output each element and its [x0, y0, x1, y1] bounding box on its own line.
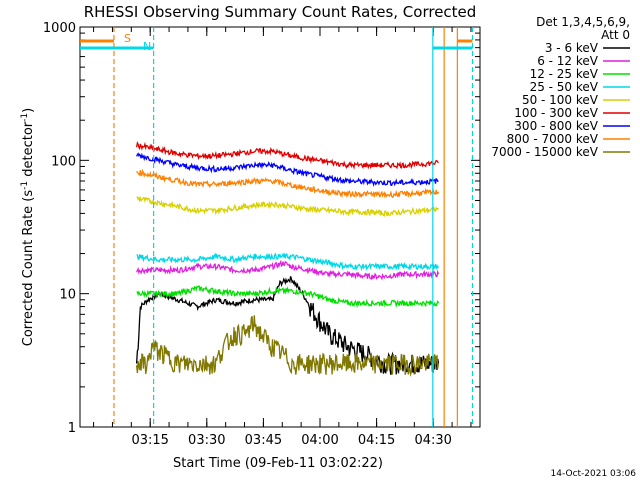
- y-axis-label-main: Corrected Count Rate (s: [21, 190, 36, 347]
- axis-ticks: [80, 26, 480, 428]
- series-line-2: [136, 285, 440, 309]
- flag-n-label: N: [143, 40, 151, 53]
- x-tick-label: 04:00: [301, 433, 338, 448]
- legend-label-6: 300 - 800 keV: [514, 119, 598, 133]
- y-tick-label: 100: [51, 154, 76, 169]
- y-axis-label: Corrected Count Rate (s-1 detector-1): [20, 108, 36, 346]
- tick-labels: 1 10 100 1000 03:15 03:30 03:45 04:00 04:15 04:30: [43, 21, 452, 448]
- y-axis-label-end: ): [21, 108, 36, 113]
- flag-s-label: S: [124, 32, 131, 45]
- legend-header-2: Att 0: [601, 28, 630, 42]
- y-axis-label-sup2: -1: [20, 113, 30, 122]
- series-line-3: [136, 252, 440, 272]
- series-layer: [135, 140, 440, 377]
- y-tick-label: 1000: [43, 21, 76, 36]
- series-line-1: [136, 259, 440, 281]
- chart-title: RHESSI Observing Summary Count Rates, Co…: [84, 3, 477, 21]
- legend-label-3: 25 - 50 keV: [530, 80, 599, 94]
- series-line-7: [136, 168, 440, 199]
- legend-label-7: 800 - 7000 keV: [507, 132, 599, 146]
- x-axis-label: Start Time (09-Feb-11 03:02:22): [173, 456, 383, 471]
- series-line-8: [135, 315, 440, 377]
- y-axis-label-sup1: -1: [20, 181, 30, 190]
- legend-label-2: 12 - 25 keV: [530, 67, 599, 81]
- marker-layer: [80, 27, 474, 427]
- legend-label-1: 6 - 12 keV: [537, 54, 599, 68]
- x-tick-label: 04:30: [414, 433, 451, 448]
- y-axis-label-mid: detector: [21, 121, 36, 181]
- legend-header-1: Det 1,3,4,5,6,9,: [536, 15, 630, 29]
- x-tick-label: 04:15: [358, 433, 395, 448]
- x-tick-label: 03:30: [188, 433, 225, 448]
- footer-timestamp: 14-Oct-2021 03:06: [551, 469, 637, 479]
- y-tick-label: 1: [68, 421, 76, 436]
- plot-frame: [79, 26, 481, 428]
- x-tick-label: 03:15: [131, 433, 168, 448]
- legend-label-4: 50 - 100 keV: [522, 93, 599, 107]
- legend-label-0: 3 - 6 keV: [545, 41, 599, 55]
- legend-label-8: 7000 - 15000 keV: [491, 145, 598, 159]
- series-line-4: [136, 195, 439, 217]
- x-tick-label: 03:45: [245, 433, 282, 448]
- series-line-5: [135, 140, 439, 170]
- legend-label-5: 100 - 300 keV: [514, 106, 598, 120]
- y-tick-label: 10: [59, 288, 76, 303]
- series-line-6: [136, 152, 439, 188]
